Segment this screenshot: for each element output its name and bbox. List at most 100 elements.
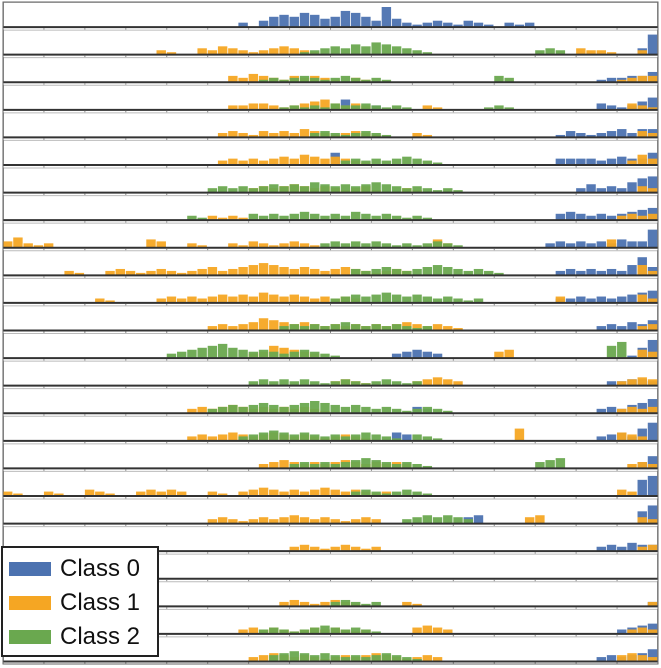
bar-class-2 [340, 406, 351, 413]
bar-class-1 [248, 627, 259, 634]
bar-class-1 [228, 48, 238, 55]
bar-class-0 [576, 213, 586, 220]
bar-class-1 [320, 296, 330, 303]
bar-class-1 [258, 243, 269, 248]
bar-class-0 [514, 24, 525, 27]
bar-class-2 [269, 381, 279, 386]
bar-class-0 [565, 211, 576, 220]
bar-class-1 [647, 188, 658, 193]
bar-class-1 [320, 487, 330, 496]
bar-class-1 [279, 243, 289, 248]
bar-class-0 [596, 160, 607, 165]
bar-class-1 [187, 243, 197, 248]
bar-class-0 [627, 294, 637, 303]
bar-class-2 [494, 75, 504, 82]
bar-class-2 [371, 105, 381, 110]
bar-class-1 [258, 50, 269, 55]
bar-class-2 [422, 188, 433, 193]
bar-class-2 [299, 349, 310, 358]
bar-class-0 [565, 243, 576, 248]
bar-class-1 [105, 493, 115, 496]
bar-class-1 [3, 491, 13, 496]
bar-class-0 [269, 16, 279, 27]
bar-class-1 [637, 75, 647, 82]
bar-class-2 [361, 383, 371, 386]
bar-class-2 [320, 184, 330, 193]
bar-class-2 [217, 343, 228, 358]
bar-class-0 [279, 14, 289, 27]
bar-class-2 [228, 188, 238, 193]
bar-class-1 [258, 517, 269, 524]
bar-class-1 [125, 270, 136, 275]
bar-class-0 [391, 432, 402, 441]
bar-class-0 [586, 298, 596, 303]
bar-class-1 [197, 268, 207, 275]
bar-class-2 [350, 77, 361, 82]
bar-class-2 [463, 300, 473, 303]
bar-class-2 [350, 158, 361, 165]
bar-class-2 [412, 381, 422, 386]
bar-class-1 [310, 298, 320, 303]
bar-class-0 [647, 456, 658, 468]
bar-class-1 [197, 245, 207, 248]
bar-class-2 [279, 653, 289, 661]
bar-class-2 [402, 243, 412, 248]
bar-class-1 [279, 296, 289, 303]
bar-class-1 [617, 79, 627, 82]
bar-class-2 [320, 462, 330, 468]
bar-class-0 [627, 542, 637, 551]
bar-class-1 [269, 158, 279, 165]
bar-class-1 [310, 101, 320, 110]
bar-class-2 [391, 186, 402, 193]
bar-class-1 [330, 268, 340, 275]
bar-class-2 [371, 381, 381, 386]
bar-class-2 [217, 186, 228, 193]
bar-class-1 [95, 298, 105, 303]
bar-class-2 [330, 133, 340, 137]
bar-class-2 [443, 188, 453, 193]
bar-class-2 [197, 347, 207, 358]
bar-class-1 [105, 300, 115, 303]
bar-class-2 [340, 379, 351, 386]
bar-class-2 [412, 215, 422, 220]
bar-class-1 [187, 296, 197, 303]
bar-class-1 [320, 517, 330, 524]
bar-class-1 [217, 160, 228, 165]
bar-class-1 [606, 239, 617, 248]
bar-class-2 [330, 46, 340, 55]
bar-class-0 [576, 296, 586, 303]
bar-class-2 [330, 601, 340, 606]
bar-class-2 [238, 436, 248, 441]
bar-class-1 [637, 462, 647, 468]
bar-class-0 [617, 129, 627, 137]
bar-class-2 [371, 182, 381, 193]
bar-class-0 [586, 215, 596, 220]
bar-class-0 [402, 351, 412, 358]
bar-class-1 [432, 107, 443, 110]
bar-class-1 [330, 156, 340, 165]
bar-class-2 [299, 52, 310, 55]
bar-class-2 [248, 381, 259, 386]
bar-class-0 [596, 79, 607, 82]
histogram-row-10 [2, 277, 659, 306]
bar-class-2 [238, 406, 248, 413]
bar-class-2 [320, 131, 330, 137]
bar-class-1 [289, 158, 299, 165]
bar-class-1 [432, 324, 443, 330]
bar-class-0 [606, 544, 617, 551]
bar-class-0 [381, 7, 392, 27]
bar-class-1 [310, 156, 320, 165]
bar-class-2 [371, 77, 381, 82]
histogram-row-1 [2, 29, 659, 58]
bar-class-1 [105, 270, 115, 275]
bar-class-1 [647, 657, 658, 661]
bar-class-1 [248, 519, 259, 524]
bar-class-2 [310, 213, 320, 220]
bar-class-2 [371, 294, 381, 303]
bar-class-1 [637, 154, 647, 165]
bar-class-1 [146, 270, 156, 275]
bar-class-2 [289, 464, 299, 468]
bar-class-1 [647, 544, 658, 551]
bar-class-1 [647, 107, 658, 110]
